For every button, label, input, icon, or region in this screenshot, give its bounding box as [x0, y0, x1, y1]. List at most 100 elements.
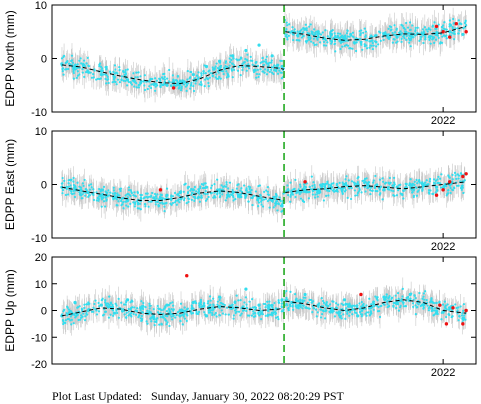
up-daily-point — [156, 304, 159, 308]
north-daily-point — [268, 70, 271, 74]
north-daily-point — [92, 76, 95, 79]
east-daily-point — [98, 187, 101, 191]
north-daily-point — [211, 74, 214, 78]
east-observation-point — [60, 185, 64, 189]
up-daily-point — [284, 298, 287, 302]
east-daily-point — [327, 194, 330, 197]
up-daily-point — [368, 297, 371, 300]
east-daily-point — [332, 188, 335, 191]
north-daily-point — [72, 71, 75, 75]
north-daily-point — [146, 87, 149, 91]
east-daily-point — [378, 187, 381, 190]
north-daily-point — [278, 69, 281, 72]
up-daily-point — [232, 317, 235, 320]
east-daily-point — [186, 192, 190, 195]
north-daily-point — [453, 30, 456, 33]
east-daily-point — [144, 205, 147, 208]
east-daily-point — [424, 183, 428, 187]
up-daily-point — [369, 310, 373, 313]
up-daily-point — [245, 309, 248, 313]
north-daily-point — [193, 77, 197, 80]
north-daily-point — [70, 59, 73, 63]
north-daily-point — [442, 24, 445, 27]
north-daily-point — [331, 28, 334, 32]
north-daily-point — [177, 87, 180, 90]
east-daily-point — [350, 186, 353, 190]
east-daily-point — [232, 199, 235, 202]
east-daily-point — [272, 195, 275, 199]
north-daily-point — [208, 76, 211, 79]
east-panel: -10 0 10 2022 EDPP East (mm) — [3, 126, 477, 253]
north-daily-point — [105, 82, 108, 85]
north-outlier-point — [464, 30, 468, 34]
north-daily-point — [230, 58, 233, 62]
north-daily-point — [296, 30, 299, 33]
north-daily-point — [409, 35, 412, 38]
east-daily-point — [421, 188, 424, 191]
north-daily-point — [150, 83, 153, 86]
north-daily-point — [319, 33, 323, 36]
east-daily-point — [416, 182, 419, 185]
north-daily-point — [241, 63, 244, 66]
up-daily-point — [157, 307, 160, 310]
east-daily-point — [266, 199, 270, 203]
east-daily-point — [420, 182, 423, 185]
east-daily-point — [454, 174, 457, 177]
north-daily-point — [346, 44, 350, 47]
north-daily-point — [414, 29, 417, 32]
east-daily-point — [364, 180, 367, 184]
east-daily-point — [194, 196, 197, 200]
north-daily-point — [223, 66, 226, 69]
north-daily-point — [155, 79, 158, 82]
east-daily-point — [262, 198, 266, 201]
north-daily-point — [322, 44, 326, 47]
north-daily-point — [133, 85, 136, 88]
east-daily-point — [299, 197, 303, 200]
east-daily-point — [231, 188, 234, 192]
east-daily-point — [127, 205, 130, 208]
east-daily-point — [412, 195, 415, 199]
east-daily-point — [173, 191, 177, 195]
east-daily-point — [64, 193, 67, 197]
north-daily-point — [341, 45, 344, 48]
north-daily-point — [203, 78, 207, 81]
up-daily-point — [206, 302, 209, 305]
east-observation-point — [112, 196, 117, 200]
north-daily-point — [316, 32, 319, 36]
north-daily-point — [199, 80, 203, 84]
east-daily-point — [392, 176, 396, 179]
east-daily-point — [129, 202, 132, 205]
east-daily-point — [424, 181, 427, 184]
north-daily-point — [366, 38, 369, 42]
east-series-1 — [158, 172, 468, 197]
north-daily-point — [134, 76, 137, 79]
north-daily-point — [416, 26, 419, 29]
up-daily-point — [397, 309, 400, 312]
east-daily-point — [382, 180, 385, 183]
north-daily-point — [61, 67, 64, 71]
east-daily-point — [418, 187, 421, 190]
east-daily-point — [461, 186, 464, 189]
east-daily-point — [159, 196, 162, 199]
north-daily-point — [462, 27, 465, 30]
north-daily-point — [83, 59, 86, 62]
north-daily-point — [252, 68, 255, 72]
up-daily-point — [245, 303, 248, 306]
north-observation-point — [280, 64, 284, 69]
north-observation-point — [461, 32, 465, 37]
north-daily-point — [270, 59, 273, 62]
east-daily-point — [204, 199, 208, 202]
east-daily-point — [286, 184, 289, 187]
up-daily-point — [459, 305, 462, 308]
north-daily-point — [372, 44, 375, 47]
east-daily-point — [149, 200, 152, 203]
north-daily-point — [292, 38, 295, 42]
north-daily-point — [285, 33, 288, 36]
east-daily-point — [144, 202, 147, 206]
north-daily-point — [163, 75, 166, 79]
east-daily-point — [112, 186, 115, 189]
north-daily-point — [336, 32, 340, 35]
north-plot-area — [60, 5, 468, 112]
east-daily-point — [298, 190, 301, 193]
up-daily-point — [237, 310, 241, 313]
